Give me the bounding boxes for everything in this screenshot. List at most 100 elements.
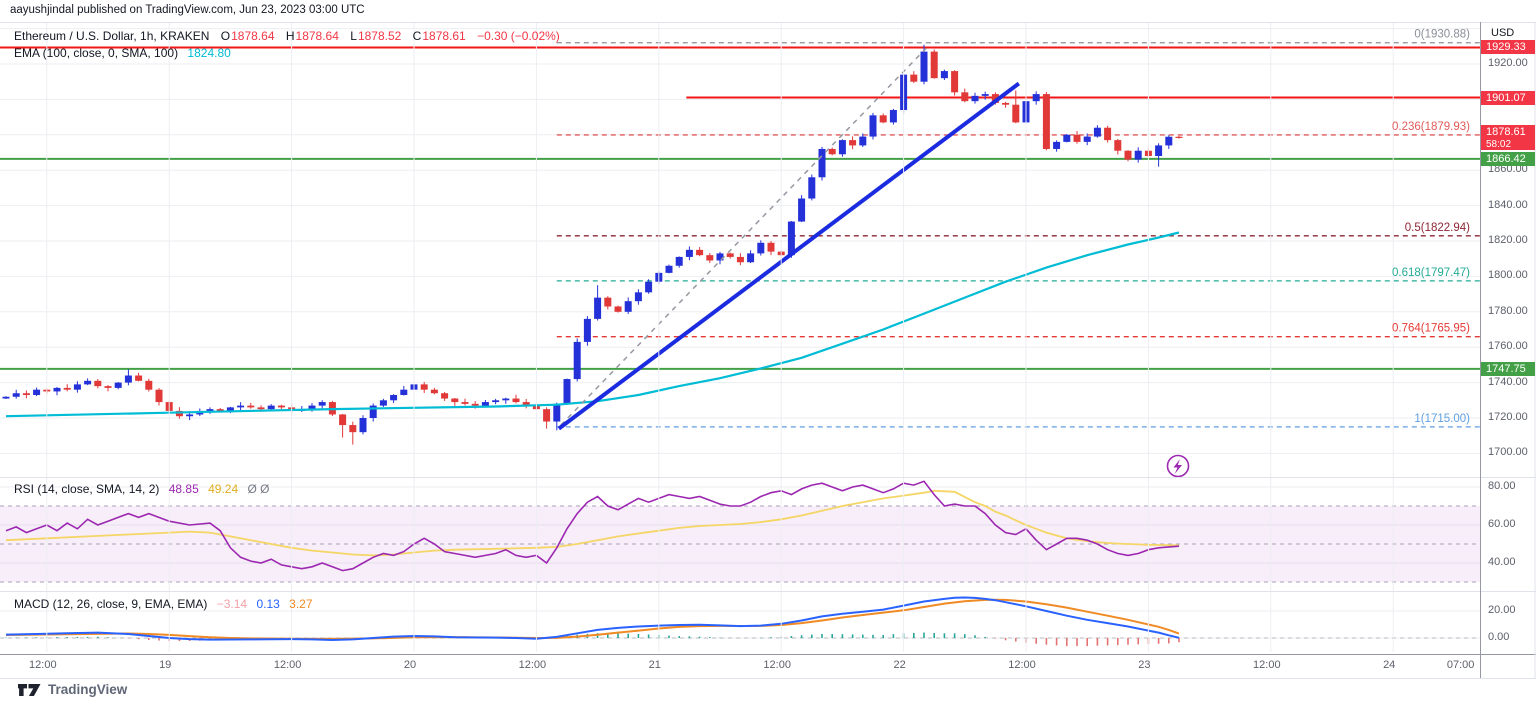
candle-body — [543, 409, 551, 422]
rsi-pane — [0, 480, 1480, 583]
price-tick-label: 1860.00 — [1488, 163, 1528, 176]
candle-body — [634, 292, 642, 302]
low-label: L — [350, 29, 357, 43]
candle-body — [583, 318, 591, 342]
price-badge-value: 1901.07 — [1486, 91, 1526, 104]
candle-body — [1155, 145, 1163, 157]
candle-body — [1053, 141, 1061, 149]
candle-body — [206, 409, 214, 411]
tradingview-logo-icon[interactable] — [18, 683, 41, 697]
macd-title: MACD (12, 26, close, 9, EMA, EMA) — [14, 597, 208, 611]
price-tick-label: 1820.00 — [1488, 234, 1528, 246]
candle-body — [838, 140, 846, 155]
candle-body — [1114, 140, 1122, 151]
candle-body — [441, 393, 449, 399]
candle-body — [614, 306, 622, 312]
candle-body — [145, 380, 153, 390]
price-tick-label: 1920.00 — [1488, 57, 1528, 69]
macd-hist-value: −3.14 — [216, 597, 248, 611]
ema-legend-row[interactable]: EMA (100, close, 0, SMA, 100) 1824.80 — [14, 46, 231, 60]
candle-body — [951, 71, 959, 93]
candle-body — [400, 389, 408, 395]
ema-title: EMA (100, close, 0, SMA, 100) — [14, 46, 179, 60]
lightning-marker-icon[interactable] — [1166, 454, 1190, 478]
candle-body — [1175, 136, 1183, 138]
candle-body — [991, 94, 999, 103]
price-badge-value: 1866.42 — [1486, 152, 1526, 165]
price-badge-value: 1929.33 — [1486, 41, 1526, 54]
bar-countdown: 58:02 — [1486, 139, 1512, 151]
candle-body — [369, 405, 377, 418]
candle-body — [420, 384, 428, 390]
candle-body — [84, 380, 92, 385]
candle-body — [226, 407, 234, 411]
candle-body — [767, 242, 775, 252]
candle-body — [114, 382, 122, 388]
candle-body — [573, 341, 581, 380]
rsi-tick-label: 40.00 — [1488, 556, 1516, 568]
macd-tick-label: 0.00 — [1488, 631, 1510, 643]
candle-body — [339, 414, 347, 426]
candle-body — [920, 51, 928, 82]
tradingview-brand-text[interactable]: TradingView — [48, 682, 128, 697]
macd-value: 0.13 — [256, 597, 280, 611]
candle-body — [716, 253, 724, 261]
price-tick-label: 1760.00 — [1488, 340, 1528, 353]
macd-legend-row[interactable]: MACD (12, 26, close, 9, EMA, EMA) −3.14 … — [14, 597, 313, 611]
fib-level-label: 0.5(1822.94) — [1405, 222, 1470, 234]
candle-body — [961, 92, 969, 102]
candle-body — [930, 51, 938, 79]
candle-body — [461, 402, 469, 404]
fib-level-label: 0.236(1879.93) — [1392, 121, 1470, 133]
price-badge: 1878.61 58:02 — [1481, 125, 1535, 151]
candle-body — [379, 400, 387, 406]
macd-signal-value: 3.27 — [289, 597, 313, 611]
candle-body — [1032, 94, 1040, 102]
ema-value: 1824.80 — [187, 46, 231, 60]
fib-level-label: 0.618(1797.47) — [1392, 267, 1470, 279]
candle-body — [512, 398, 520, 403]
price-tick-label: 1840.00 — [1488, 198, 1528, 211]
candle-body — [818, 148, 826, 178]
candle-body — [675, 256, 683, 266]
price-tick-label: 1720.00 — [1488, 411, 1528, 423]
candle-body — [94, 380, 102, 387]
rsi-band-values: Ø Ø — [247, 482, 270, 496]
gray-dashed-trendline — [560, 45, 929, 426]
tradingview-footer: TradingView — [18, 682, 127, 697]
price-axis[interactable]: USD 1920.00 1860.00 1840.00 1820.00 1800.00 1… — [1481, 22, 1536, 654]
time-axis[interactable]: 12:00 19 12:00 20 12:00 21 12:00 22 12:00 23 12:00… — [0, 655, 1480, 678]
candle-body — [736, 256, 744, 263]
candle-body — [502, 398, 510, 401]
symbol-legend-row[interactable]: Ethereum / U.S. Dollar, 1h, KRAKEN O1878… — [14, 29, 560, 43]
candle-body — [349, 425, 357, 433]
candle-body — [696, 249, 704, 256]
candle-body — [359, 418, 367, 433]
candle-body — [645, 281, 653, 293]
macd-pane — [0, 596, 1480, 647]
open-value: 1878.64 — [231, 29, 275, 43]
rsi-ma-line — [5, 489, 1180, 557]
candle-body — [1002, 102, 1010, 105]
price-badge-value: 1878.61 — [1486, 126, 1526, 139]
candle-body — [1063, 134, 1071, 142]
candle-body — [940, 71, 948, 79]
rsi-legend-row[interactable]: RSI (14, close, SMA, 14, 2) 48.85 49.24 … — [14, 482, 270, 496]
candle-body — [828, 148, 836, 155]
candle-body — [1042, 94, 1050, 149]
price-badge: 1901.07 — [1481, 90, 1535, 105]
candle-body — [124, 375, 132, 383]
time-tick-label: 07:00 — [1446, 659, 1475, 671]
low-value: 1878.52 — [357, 29, 402, 43]
candle-body — [430, 389, 438, 394]
candle-body — [471, 403, 479, 406]
time-tick-label: 12:00 — [518, 659, 547, 671]
rsi-tick-label: 60.00 — [1488, 518, 1516, 530]
candle-body — [981, 94, 989, 96]
candle-body — [879, 115, 887, 123]
time-tick-label: 12:00 — [1008, 659, 1036, 671]
candle-body — [257, 407, 265, 410]
candle-body — [1012, 104, 1020, 123]
candle-body — [33, 389, 41, 395]
